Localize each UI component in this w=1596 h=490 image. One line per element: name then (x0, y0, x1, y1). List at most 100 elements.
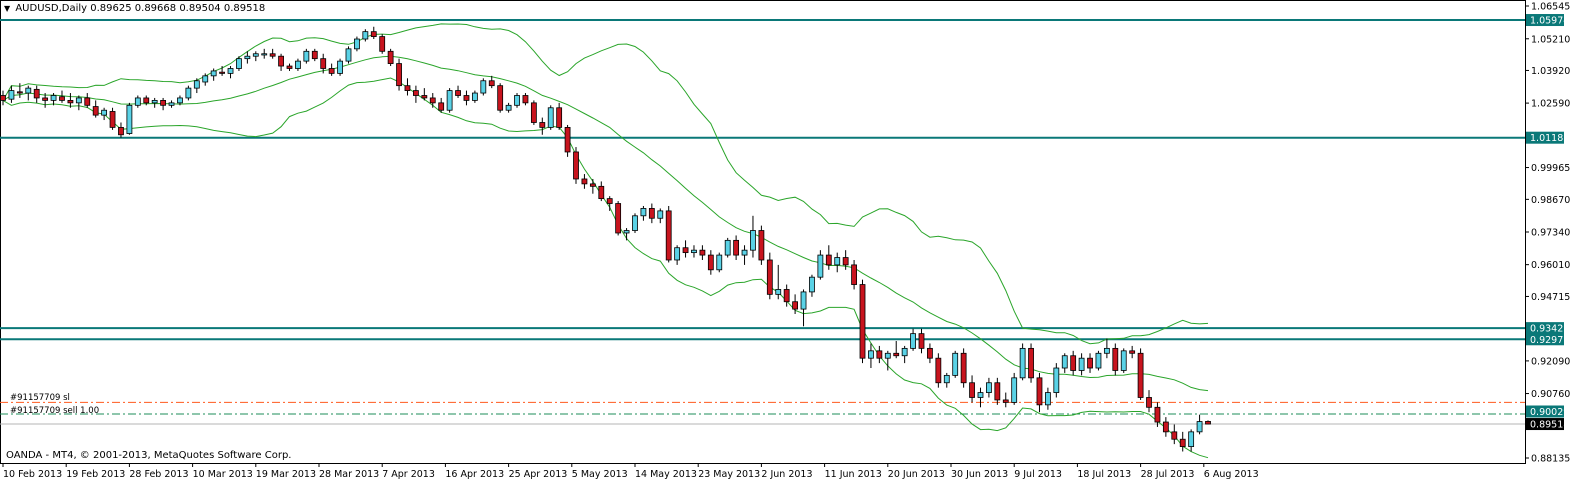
bearish-candle (564, 124, 571, 157)
candle-body (935, 357, 942, 384)
bullish-candle (134, 95, 141, 108)
bearish-candle (665, 205, 672, 263)
candle-body (648, 208, 655, 219)
bullish-candle (716, 252, 723, 273)
candle-body (918, 333, 925, 349)
y-axis: 1.06545 1.05210 1.03920 1.02590 0.99965 0.986… (1525, 2, 1570, 465)
x-tick-label: 23 May 2013 (698, 469, 760, 480)
symbol-label: AUDUSD,Daily (15, 3, 88, 14)
y-tick-label: 1.06545 (1531, 2, 1570, 13)
candle-body (589, 183, 596, 187)
bearish-candle (589, 178, 596, 194)
candle-body (219, 71, 225, 74)
horizontal-levels (0, 19, 1525, 341)
candle-body (0, 95, 6, 101)
x-tick-label: 19 Mar 2013 (256, 469, 316, 480)
candle-body (775, 289, 782, 295)
bearish-candle (84, 93, 91, 108)
candle-body (766, 259, 773, 295)
candle-body (25, 87, 32, 94)
bullish-candle (547, 105, 554, 130)
candle-body (851, 264, 857, 285)
candle-body (84, 97, 91, 106)
candle-body (1019, 347, 1026, 379)
candle-body (404, 85, 411, 91)
bearish-candle (707, 250, 714, 275)
bearish-candle (766, 252, 773, 300)
candle-body (1120, 350, 1127, 371)
x-tick-label: 28 Feb 2013 (129, 469, 188, 480)
bearish-candle (758, 225, 765, 265)
bearish-candle (1028, 343, 1034, 383)
candle-body (227, 68, 234, 74)
bullish-candle (101, 107, 108, 121)
candle-body (126, 104, 133, 134)
bullish-candle (834, 252, 841, 273)
bullish-candle (514, 93, 520, 108)
bullish-candle (943, 372, 950, 388)
candle-body (269, 53, 276, 57)
candle-body (817, 254, 824, 278)
candle-body (193, 80, 200, 89)
bearish-candle (851, 259, 857, 290)
y-tick-label: 0.90760 (1531, 389, 1570, 400)
bollinger-middle-band (2, 55, 1209, 392)
bearish-candle (994, 377, 1001, 405)
candle-body (707, 254, 714, 271)
bullish-candle (868, 343, 874, 369)
bearish-candle (387, 48, 394, 67)
bullish-candle (674, 245, 681, 265)
candle-body (1087, 357, 1093, 369)
bearish-candle (67, 93, 74, 108)
candle-body (952, 352, 959, 376)
candle-body (884, 352, 891, 359)
candle-body (986, 382, 992, 393)
bullish-candle (809, 274, 815, 297)
bullish-candle (657, 208, 664, 224)
candle-body (413, 90, 419, 96)
bearish-candle (269, 48, 276, 59)
bearish-candle (429, 93, 436, 108)
bearish-candle (42, 93, 49, 108)
bullish-candle (210, 68, 217, 81)
candle-body (252, 53, 259, 57)
candle-body (657, 210, 664, 219)
candle-body (750, 230, 756, 251)
candle-body (354, 38, 360, 50)
candle-body (311, 50, 318, 60)
dropdown-triangle-icon[interactable]: ▼ (4, 4, 11, 13)
candle-body (969, 382, 975, 398)
candle-body (33, 88, 40, 99)
bearish-candle (311, 48, 318, 62)
bullish-candle (817, 250, 824, 280)
bollinger-bands (2, 23, 1209, 459)
bearish-candle (0, 90, 6, 106)
x-tick-label: 16 Apr 2013 (445, 469, 504, 480)
x-tick-label: 30 Jun 2013 (951, 469, 1008, 480)
candle-body (623, 230, 630, 234)
bullish-candle (244, 51, 251, 64)
candle-body (362, 31, 369, 40)
candle-body (901, 347, 908, 357)
bearish-candle (379, 34, 386, 54)
candle-body (893, 352, 900, 357)
candle-body (134, 97, 141, 106)
candle-body (1112, 347, 1119, 371)
candle-body (825, 254, 832, 266)
bearish-candle (328, 63, 335, 76)
candle-body (699, 249, 706, 256)
candle-body (809, 276, 815, 293)
y-tick-label: 0.97340 (1531, 228, 1570, 239)
candle-body (42, 97, 49, 101)
candle-body (177, 97, 183, 104)
bullish-candle (25, 85, 32, 101)
candle-body (59, 96, 65, 101)
bullish-candle (345, 46, 352, 64)
bullish-candle (1011, 372, 1018, 405)
candle-body (1179, 438, 1186, 447)
bearish-candle (530, 100, 537, 125)
bearish-candle (935, 353, 942, 388)
x-tick-label: 9 Jul 2013 (1014, 469, 1062, 480)
bearish-candle (143, 95, 150, 106)
bearish-candle (160, 97, 167, 111)
